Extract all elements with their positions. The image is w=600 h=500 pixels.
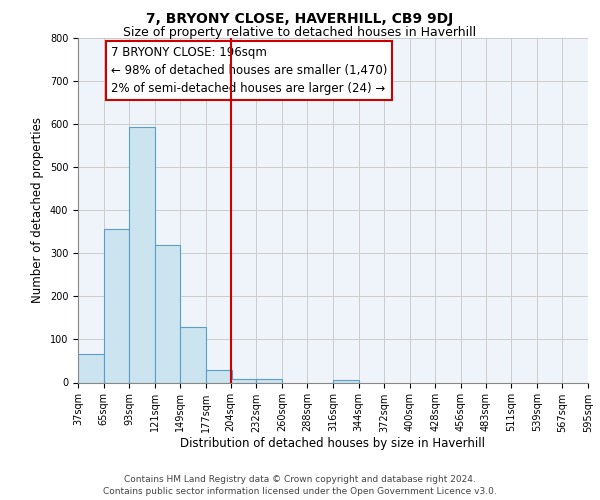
Text: 7, BRYONY CLOSE, HAVERHILL, CB9 9DJ: 7, BRYONY CLOSE, HAVERHILL, CB9 9DJ [146,12,454,26]
Bar [104,228,129,382]
Bar [78,354,104,382]
Bar [129,127,155,382]
Y-axis label: Number of detached properties: Number of detached properties [31,117,44,303]
X-axis label: Distribution of detached houses by size in Haverhill: Distribution of detached houses by size … [181,437,485,450]
Bar [256,379,282,382]
Text: Size of property relative to detached houses in Haverhill: Size of property relative to detached ho… [124,26,476,39]
Bar [155,246,181,382]
Text: Contains HM Land Registry data © Crown copyright and database right 2024.
Contai: Contains HM Land Registry data © Crown c… [103,474,497,496]
Bar [333,380,359,382]
Text: 7 BRYONY CLOSE: 196sqm
← 98% of detached houses are smaller (1,470)
2% of semi-d: 7 BRYONY CLOSE: 196sqm ← 98% of detached… [111,46,388,95]
Bar [206,370,232,382]
Bar [230,379,256,382]
Bar [181,328,206,382]
